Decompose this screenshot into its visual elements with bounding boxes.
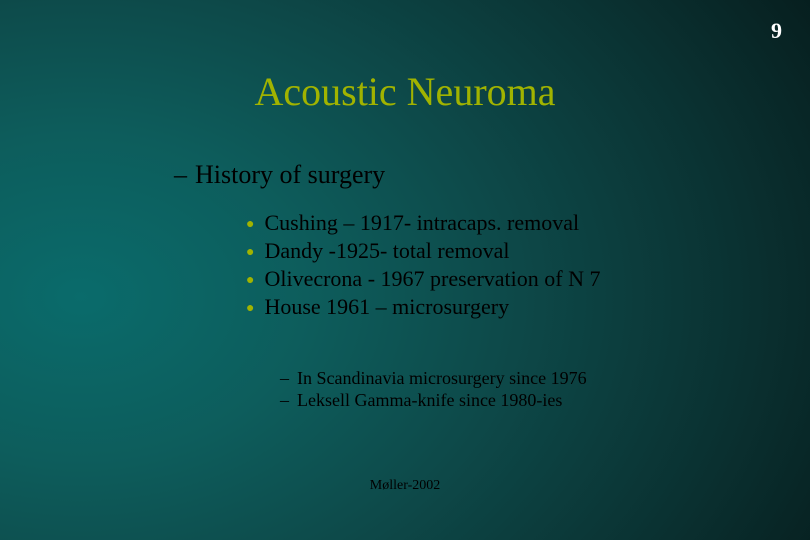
bullet-item: ● Cushing – 1917- intracaps. removal <box>246 210 600 236</box>
subpoint-text: In Scandinavia microsurgery since 1976 <box>297 368 587 389</box>
bullet-item: ● Dandy -1925- total removal <box>246 238 600 264</box>
section-text: History of surgery <box>195 160 385 189</box>
subpoint-item: – Leksell Gamma-knife since 1980-ies <box>280 390 587 411</box>
subpoint-text: Leksell Gamma-knife since 1980-ies <box>297 390 562 411</box>
subpoint-list: – In Scandinavia microsurgery since 1976… <box>280 368 587 412</box>
footer-citation: Møller-2002 <box>0 478 810 494</box>
dash-icon: – <box>280 390 289 411</box>
bullet-icon: ● <box>246 217 254 233</box>
bullet-item: ● Olivecrona - 1967 preservation of N 7 <box>246 266 600 292</box>
page-number: 9 <box>771 18 782 44</box>
bullet-list: ● Cushing – 1917- intracaps. removal ● D… <box>246 210 600 322</box>
bullet-text: Olivecrona - 1967 preservation of N 7 <box>264 266 600 292</box>
bullet-icon: ● <box>246 245 254 261</box>
section-heading: –History of surgery <box>174 160 385 190</box>
dash-icon: – <box>280 368 289 389</box>
bullet-text: House 1961 – microsurgery <box>264 294 509 320</box>
bullet-item: ● House 1961 – microsurgery <box>246 294 600 320</box>
slide-title: Acoustic Neuroma <box>0 68 810 115</box>
bullet-icon: ● <box>246 273 254 289</box>
bullet-text: Dandy -1925- total removal <box>264 238 509 264</box>
subpoint-item: – In Scandinavia microsurgery since 1976 <box>280 368 587 389</box>
bullet-text: Cushing – 1917- intracaps. removal <box>264 210 579 236</box>
dash-icon: – <box>174 160 187 189</box>
bullet-icon: ● <box>246 301 254 317</box>
